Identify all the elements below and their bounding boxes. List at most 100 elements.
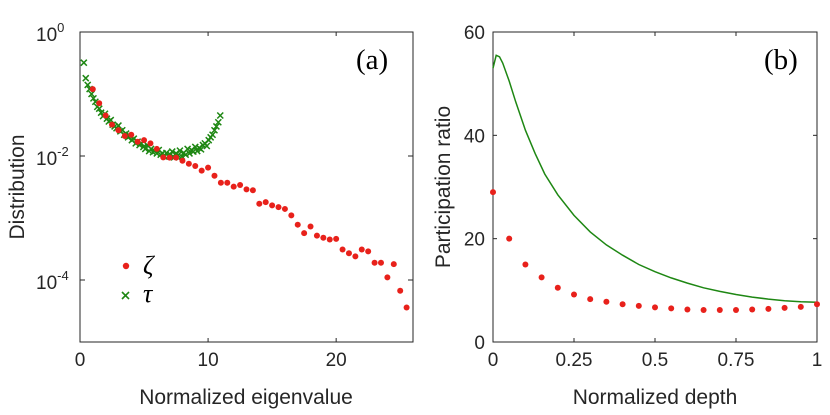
panel-b: 0 0.25 0.5 0.75 1 0 20 40 60 (b) Normalized dept… — [432, 23, 822, 409]
participation-point — [749, 306, 756, 313]
participation-point — [765, 305, 772, 312]
participation-point — [587, 296, 594, 303]
zeta-point — [281, 205, 288, 212]
tau-point — [209, 131, 217, 139]
x-tick-label: 0.25 — [556, 350, 593, 371]
zeta-point — [179, 157, 186, 164]
panel-b-tag: (b) — [764, 44, 798, 76]
zeta-point — [333, 235, 340, 242]
legend-label-tau: τ — [143, 279, 154, 308]
participation-point — [652, 304, 658, 311]
panel-b-frame — [492, 31, 818, 343]
tau-point — [216, 111, 224, 120]
panel-a-xlabel: Normalized eigenvalue — [139, 386, 353, 409]
zeta-point — [390, 261, 397, 268]
zeta-point — [384, 274, 391, 281]
panel-b-ylabel: Participation ratio — [432, 106, 455, 268]
panel-a-ylabel: Distribution — [6, 134, 29, 239]
zeta-point — [198, 167, 205, 174]
zeta-point — [249, 187, 256, 194]
y-tick-label: 10-2 — [36, 144, 69, 170]
zeta-point — [262, 199, 269, 206]
zeta-point — [403, 304, 410, 311]
panel-a-marks — [80, 59, 410, 311]
tau-point — [153, 149, 161, 157]
zeta-point — [89, 86, 96, 93]
x-tick-label: 1 — [812, 350, 823, 371]
zeta-point — [377, 259, 384, 266]
participation-point — [538, 274, 545, 281]
zeta-point — [230, 183, 237, 190]
zeta-point — [339, 246, 346, 253]
x-tick-label: 20 — [326, 350, 347, 371]
zeta-point — [294, 221, 301, 228]
zeta-point — [192, 162, 199, 169]
participation-point — [506, 235, 513, 242]
zeta-point — [128, 131, 135, 138]
zeta-point — [275, 204, 282, 211]
tau-point — [203, 142, 211, 150]
zeta-point — [102, 112, 109, 119]
participation-point — [797, 303, 804, 310]
tau-point — [176, 147, 184, 155]
tau-point — [197, 145, 205, 153]
zeta-point — [301, 230, 308, 237]
zeta-point — [217, 179, 224, 186]
participation-point — [635, 302, 642, 309]
x-tick-label: 0.5 — [642, 350, 668, 371]
tau-point — [84, 81, 92, 89]
zeta-point — [211, 172, 218, 179]
x-tick-label: 10 — [198, 350, 219, 371]
zeta-point — [371, 259, 378, 266]
zeta-point — [121, 133, 128, 140]
tau-point — [193, 147, 201, 155]
zeta-point — [320, 234, 327, 241]
participation-point — [619, 301, 626, 308]
zeta-point — [365, 248, 372, 255]
zeta-point — [326, 236, 333, 243]
legend-label-zeta: ζ — [143, 251, 155, 280]
zeta-point — [345, 250, 352, 257]
panel-a-frame — [79, 31, 414, 343]
zeta-point — [173, 154, 180, 161]
zeta-point — [358, 246, 365, 253]
participation-point — [684, 306, 691, 313]
y-tick-label: 40 — [464, 126, 485, 147]
y-tick-label: 100 — [36, 20, 64, 46]
panel-a: 0 10 20 100 10-2 10-4 (a) ζ τ Normalized eige… — [6, 20, 414, 409]
participation-point — [668, 305, 675, 312]
panel-b-xlabel: Normalized depth — [573, 386, 738, 409]
y-tick-label: 0 — [474, 333, 485, 354]
participation-point — [716, 306, 723, 313]
zeta-point — [288, 212, 295, 219]
participation-point — [603, 298, 610, 305]
zeta-point — [224, 179, 231, 186]
zeta-point — [352, 253, 359, 260]
zeta-point — [153, 145, 160, 152]
participation-point — [700, 306, 707, 313]
participation-point — [554, 284, 561, 291]
participation-point — [733, 306, 739, 313]
x-tick-label: 0 — [488, 350, 499, 371]
y-tick-label: 10-4 — [36, 268, 69, 294]
zeta-point — [109, 121, 116, 128]
tau-point — [82, 74, 90, 82]
tau-point — [89, 94, 97, 102]
participation-point — [781, 304, 788, 311]
zeta-point — [185, 160, 192, 167]
zeta-point — [96, 100, 103, 107]
tau-point — [210, 126, 219, 134]
zeta-point — [397, 287, 404, 294]
panel-a-ticks: 0 10 20 100 10-2 10-4 — [36, 20, 413, 371]
y-tick-label: 60 — [464, 23, 485, 44]
tau-point — [147, 145, 155, 153]
participation-point — [571, 291, 577, 298]
panel-a-tag: (a) — [356, 44, 388, 76]
participation-line — [492, 54, 818, 303]
zeta-point — [256, 200, 263, 207]
legend-marker-tau — [121, 291, 130, 300]
legend-marker-zeta — [122, 262, 130, 270]
tau-point — [168, 148, 176, 156]
tau-point — [214, 118, 222, 126]
